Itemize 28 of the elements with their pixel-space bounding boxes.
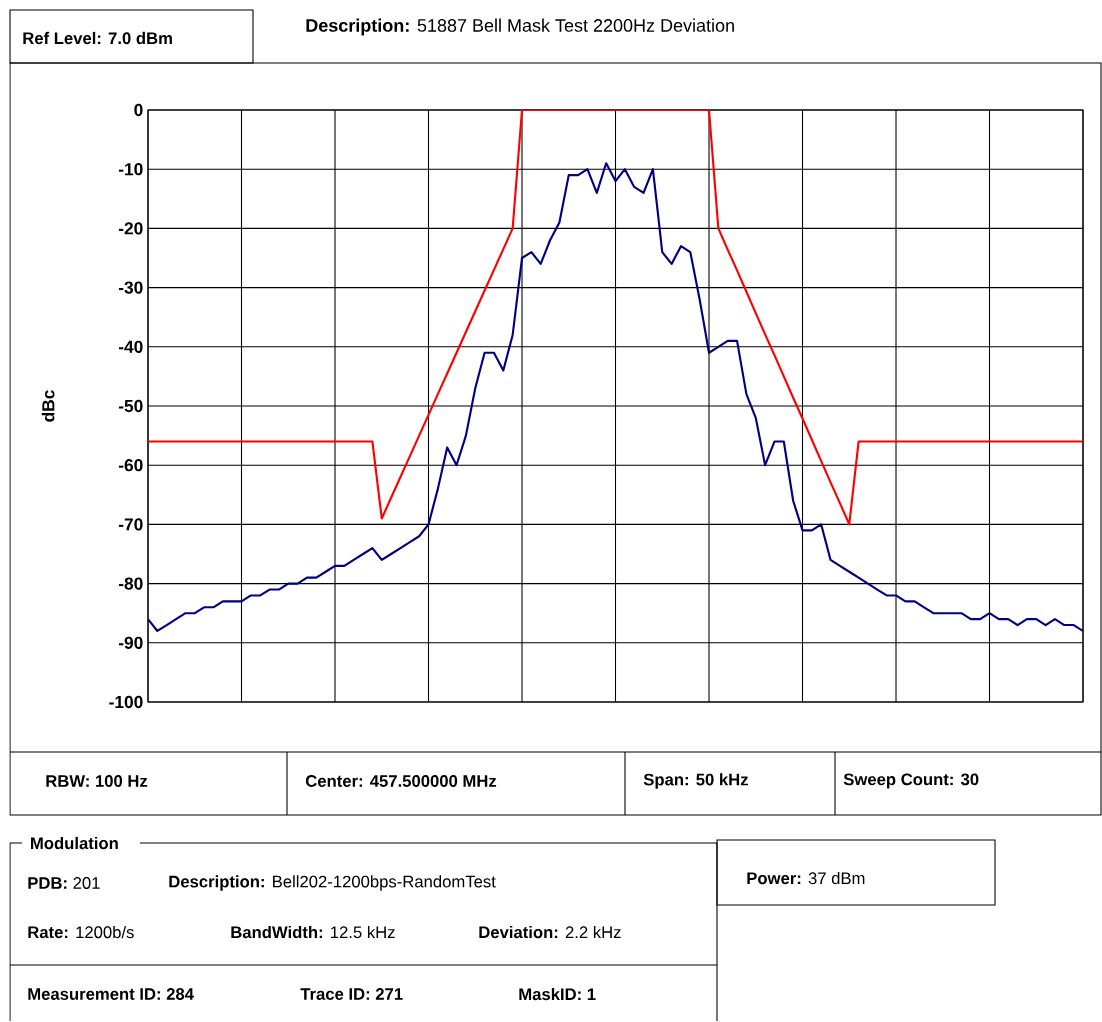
y-tick-label: -70 [118, 518, 143, 531]
y-tick-label: -10 [118, 163, 143, 176]
text: Modulation [31, 837, 118, 850]
y-tick-label: -60 [118, 459, 143, 472]
y-tick-label: -100 [109, 696, 143, 709]
text: Deviation: 2.2 kHz [479, 926, 621, 939]
text: Center: 457.500000 MHz [305, 775, 497, 788]
text: MaskID: 1 [519, 988, 596, 1001]
text: Span: 50 kHz [643, 773, 748, 789]
y-tick-label: -20 [118, 222, 143, 235]
text: Trace ID: 271 [300, 988, 403, 1001]
chart-title: Description: 51887 Bell Mask Test 2200Hz Deviation [306, 18, 734, 36]
text: BandWidth: 12.5 kHz [231, 926, 395, 939]
y-tick-label: -80 [118, 577, 143, 590]
y-tick-label: -40 [118, 340, 143, 354]
text: Power: 37 dBm [747, 872, 865, 885]
text: RBW: 100 Hz [46, 775, 148, 788]
y-tick-label: -50 [118, 400, 143, 413]
text: Description: Bell202-1200bps-RandomTest [169, 875, 496, 891]
y-tick-label: -90 [118, 636, 143, 650]
text: Rate: 1200b/s [28, 926, 134, 939]
text: Ref Level: 7.0 dBm [23, 32, 172, 45]
y-tick-label: -30 [118, 281, 143, 294]
y-axis-title: dBc [41, 390, 55, 422]
y-tick-label: 0 [134, 104, 143, 117]
text: Measurement ID: 284 [28, 988, 194, 1001]
text: PDB: 201 [28, 877, 100, 890]
text: Sweep Count: 30 [843, 773, 979, 789]
